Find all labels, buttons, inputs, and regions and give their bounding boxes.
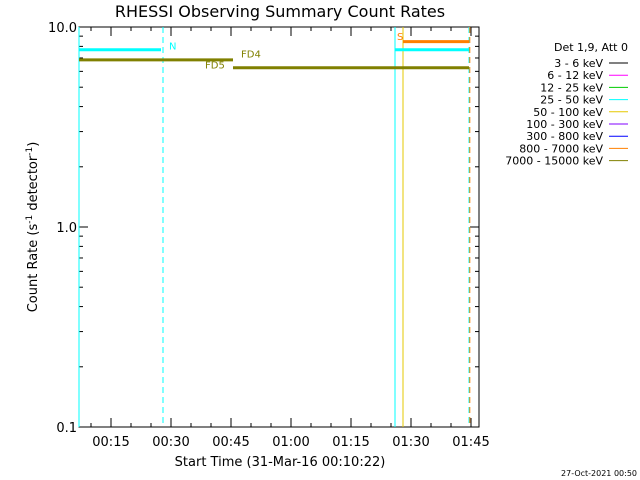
legend-label: 50 - 100 keV: [533, 106, 603, 119]
legend-label: 25 - 50 keV: [540, 94, 603, 107]
legend-label: 12 - 25 keV: [540, 81, 603, 94]
y-tick-label: 10.0: [48, 21, 77, 36]
plot-frame: [78, 26, 480, 428]
series-lines: [79, 40, 469, 70]
vertical-markers: [78, 27, 471, 427]
x-tick-label: 00:45: [212, 435, 249, 450]
annotation-label: FD4: [241, 49, 261, 60]
y-axis-label: Count Rate (s-1 detector-1): [25, 142, 41, 313]
legend-label: 6 - 12 keV: [547, 69, 603, 82]
x-axis-label: Start Time (31-Mar-16 00:10:22): [175, 455, 386, 470]
x-tick-label: 01:00: [272, 435, 309, 450]
legend-label: 800 - 7000 keV: [519, 142, 603, 155]
y-tick-label: 1.0: [56, 221, 77, 236]
legend-title: Det 1,9, Att 0: [554, 41, 628, 54]
x-tick-label: 01:45: [452, 435, 489, 450]
chart-title: RHESSI Observing Summary Count Rates: [115, 2, 445, 21]
annotation-label: FD5: [205, 61, 225, 72]
x-tick-label: 01:15: [332, 435, 369, 450]
legend-label: 3 - 6 keV: [554, 57, 603, 70]
legend-label: 300 - 800 keV: [526, 130, 603, 143]
annotation-label: S: [397, 32, 403, 43]
y-tick-label: 0.1: [56, 421, 77, 436]
x-tick-label: 00:15: [92, 435, 129, 450]
annotation-label: N: [169, 42, 176, 53]
axis-ticks: 00:15 00:30 00:45 01:00 01:15 01:30 01:45 10.0 1…: [48, 21, 490, 450]
annotations: N S FD4 FD5: [169, 32, 403, 71]
x-tick-label: 00:30: [152, 435, 189, 450]
legend-label: 100 - 300 keV: [526, 118, 603, 131]
footer-date: 27-Oct-2021 00:50: [561, 469, 637, 478]
legend-label: 7000 - 15000 keV: [505, 155, 603, 168]
x-tick-label: 01:30: [392, 435, 429, 450]
